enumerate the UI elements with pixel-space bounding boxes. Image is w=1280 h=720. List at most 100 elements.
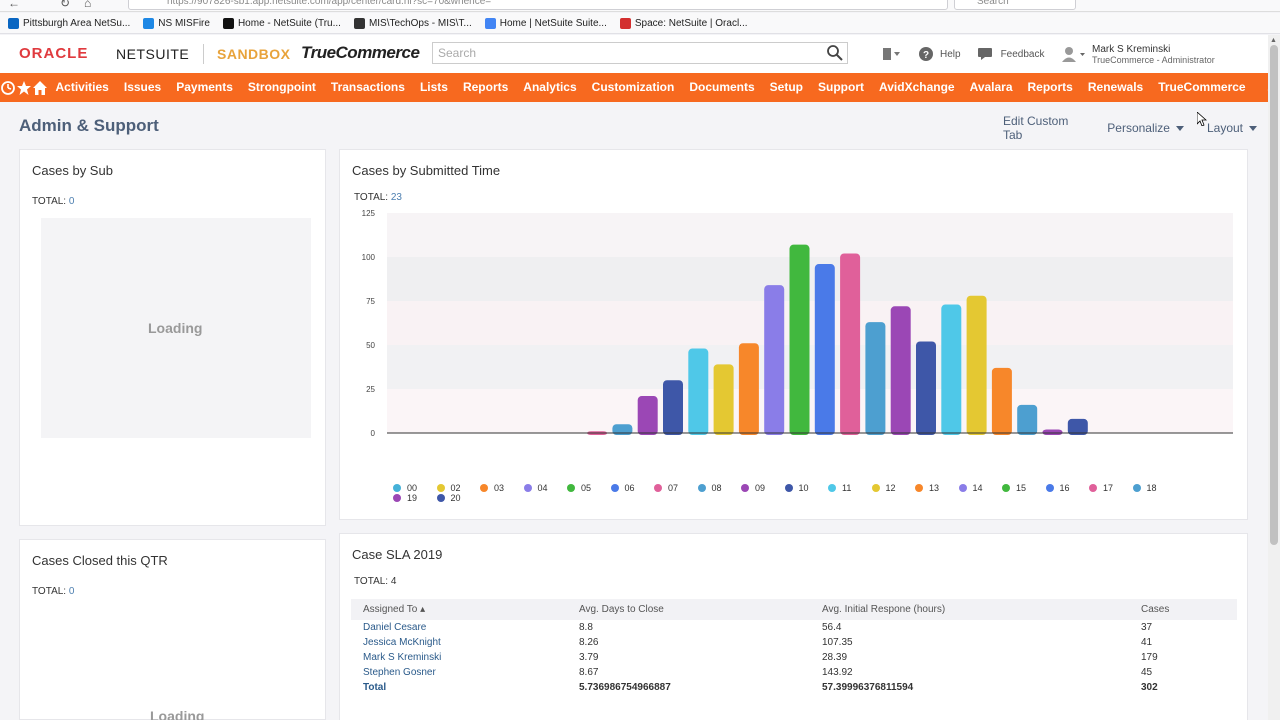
portlet-title[interactable]: Case SLA 2019 [352, 547, 443, 562]
nav-item-strongpoint[interactable]: Strongpoint [247, 80, 316, 94]
legend-item[interactable]: 20 [436, 493, 481, 503]
legend-label: 15 [1016, 483, 1027, 493]
column-header[interactable]: Cases [1129, 599, 1237, 620]
legend-item[interactable]: 06 [610, 483, 655, 493]
nav-item-activities[interactable]: Activities [55, 80, 109, 94]
favorites-nav-button[interactable] [16, 80, 32, 96]
nav-item-support[interactable]: Support [818, 80, 865, 94]
legend-item[interactable]: 15 [1002, 483, 1046, 493]
legend-dot-icon [610, 484, 619, 492]
legend-item[interactable]: 16 [1045, 483, 1090, 493]
bookmark-item[interactable]: MIS\TechOps - MIS\T... [353, 17, 472, 29]
recent-nav-button[interactable] [0, 80, 16, 96]
bookmark-item[interactable]: Space: NetSuite | Oracl... [619, 17, 748, 29]
back-icon[interactable]: ← [8, 0, 20, 10]
column-header[interactable]: Assigned To ▴ [351, 599, 567, 620]
portlet-cases-by-time: Cases by Submitted Time TOTAL: 23 125 10 0… [339, 149, 1248, 520]
legend-item[interactable]: 02 [436, 483, 481, 493]
help-button[interactable]: ? Help [918, 46, 961, 62]
legend-item[interactable]: 03 [480, 483, 524, 493]
bookmark-item[interactable]: Pittsburgh Area NetSu... [8, 17, 130, 29]
legend-item[interactable]: 09 [741, 483, 785, 493]
legend-item[interactable]: 12 [871, 483, 916, 493]
column-header[interactable]: Avg. Days to Close [567, 599, 810, 620]
total-label: TOTAL: [354, 192, 389, 203]
legend-label: 19 [407, 493, 418, 503]
nav-item-renewals[interactable]: Renewals [1087, 80, 1144, 94]
nav-item-analytics[interactable]: Analytics [523, 80, 577, 94]
nav-item-lists[interactable]: Lists [419, 80, 448, 94]
user-info[interactable]: Mark S Kreminski TrueCommerce - Administ… [1092, 44, 1215, 66]
avatar-icon [1061, 47, 1085, 62]
assigned-to-link[interactable]: Mark S Kreminski [363, 652, 442, 663]
chart-bar-21 [941, 304, 962, 435]
column-header[interactable]: Avg. Initial Respone (hours) [810, 599, 1129, 620]
total-value: 0 [68, 586, 75, 597]
nav-item-issues[interactable]: Issues [123, 80, 162, 94]
table-cell: 37 [1141, 622, 1153, 633]
oracle-logo[interactable]: ORACLE [19, 45, 89, 62]
legend-label: 09 [755, 483, 766, 493]
legend-item[interactable]: 19 [393, 493, 437, 503]
table-cell: 8.26 [579, 637, 599, 648]
nav-item-customization[interactable]: Customization [591, 80, 675, 94]
portlet-title[interactable]: Cases by Submitted Time [352, 163, 501, 178]
legend-item[interactable]: 11 [828, 483, 872, 493]
legend-label: 16 [1059, 483, 1070, 493]
legend-item[interactable]: 04 [523, 483, 568, 493]
legend-item[interactable]: 14 [958, 483, 1003, 493]
nav-item-documents[interactable]: Documents [689, 80, 755, 94]
nav-item-avidxchange[interactable]: AvidXchange [879, 80, 955, 94]
legend-item[interactable]: 00 [393, 483, 437, 493]
chart-bar-14 [764, 285, 785, 435]
y-tick-label: 125 [362, 209, 376, 218]
bookmark-item[interactable]: NS MISFire [143, 17, 210, 29]
netsuite-logo[interactable]: NETSUITE [116, 46, 190, 62]
url-bar[interactable]: https://907826-sb1.app.netsuite.com/app/… [128, 0, 948, 10]
recent-records-button[interactable] [880, 46, 902, 62]
global-search-input[interactable]: Search [432, 42, 848, 64]
scroll-thumb[interactable] [1270, 45, 1278, 545]
legend-item[interactable]: 08 [697, 483, 742, 493]
nav-item-reports[interactable]: Reports [462, 80, 509, 94]
nav-item-payments[interactable]: Payments [176, 80, 233, 94]
reload-icon[interactable]: ↻ [60, 0, 71, 10]
recent-records-icon [883, 48, 900, 60]
search-icon[interactable] [826, 44, 844, 62]
total-value: 23 [390, 192, 402, 203]
user-menu-button[interactable] [1061, 46, 1087, 62]
scroll-up-icon[interactable]: ▲ [1270, 37, 1277, 44]
table-row: Stephen Gosner 8.67 143.92 45 [351, 665, 1237, 680]
nav-item-reports[interactable]: Reports [1027, 80, 1073, 94]
legend-item[interactable]: 17 [1089, 483, 1133, 493]
truecommerce-logo[interactable]: TrueCommerce [301, 43, 420, 62]
assigned-to-link[interactable]: Daniel Cesare [363, 622, 427, 633]
y-tick-label: 0 [371, 429, 376, 438]
nav-item-avalara[interactable]: Avalara [969, 80, 1013, 94]
nav-item-setup[interactable]: Setup [769, 80, 804, 94]
portlet-title[interactable]: Cases by Sub [32, 163, 113, 178]
nav-item-transactions[interactable]: Transactions [330, 80, 405, 94]
bookmark-favicon-icon [353, 17, 365, 29]
home-nav-button[interactable] [32, 80, 48, 96]
nav-item-truecommerce[interactable]: TrueCommerce [1158, 80, 1246, 94]
legend-item[interactable]: 10 [784, 483, 829, 493]
legend-item[interactable]: 18 [1132, 483, 1177, 493]
main-navigation: Activities Issues Payments Strongpoint Trans… [0, 73, 1277, 102]
personalize-menu[interactable]: Personalize [1107, 114, 1184, 142]
browser-search-input[interactable]: Search [954, 0, 1076, 10]
total-value: 4 [390, 576, 397, 587]
feedback-button[interactable]: Feedback [977, 47, 1045, 61]
portlet-title[interactable]: Cases Closed this QTR [32, 553, 168, 568]
edit-custom-tab-link[interactable]: Edit Custom Tab [1003, 114, 1084, 142]
bookmark-item[interactable]: Home - NetSuite (Tru... [222, 17, 341, 29]
page-scrollbar[interactable]: ▲ [1268, 35, 1280, 720]
home-icon[interactable]: ⌂ [84, 0, 92, 10]
legend-item[interactable]: 07 [654, 483, 698, 493]
legend-item[interactable]: 13 [915, 483, 959, 493]
bookmark-item[interactable]: Home | NetSuite Suite... [484, 17, 607, 29]
legend-item[interactable]: 05 [567, 483, 611, 493]
assigned-to-link[interactable]: Jessica McKnight [363, 637, 441, 648]
layout-menu[interactable]: Layout [1207, 114, 1257, 142]
assigned-to-link[interactable]: Stephen Gosner [363, 667, 436, 678]
